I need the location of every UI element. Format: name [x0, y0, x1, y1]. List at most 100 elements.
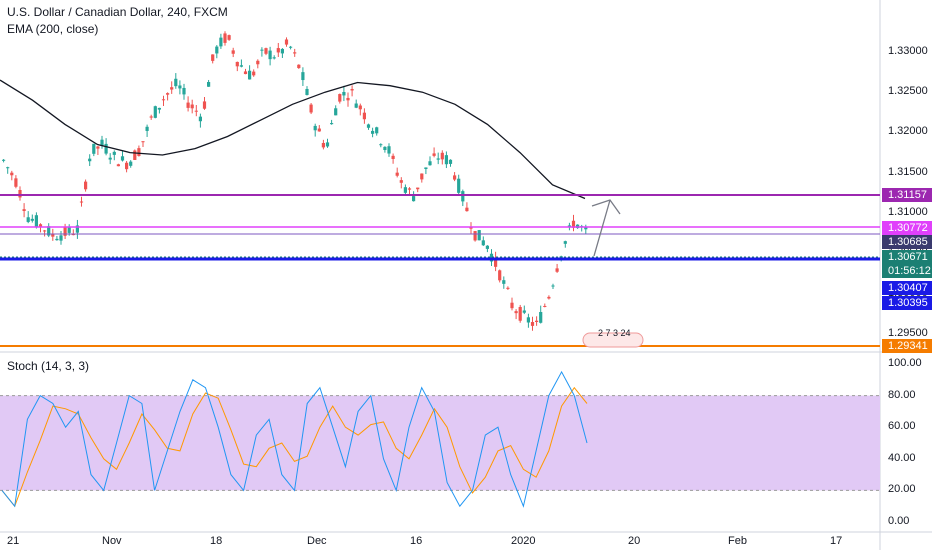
- candle-body: [223, 33, 227, 43]
- candle-body: [264, 48, 268, 54]
- price-tag: 1.30395: [882, 296, 932, 310]
- candle-body: [338, 94, 342, 102]
- candle-body: [334, 108, 338, 116]
- candle-body: [22, 209, 26, 211]
- time-tick-label: Feb: [728, 535, 747, 547]
- candle-body: [514, 311, 518, 314]
- candle-body: [297, 64, 301, 69]
- candle-body: [6, 167, 10, 169]
- candle-body: [227, 35, 231, 40]
- candle-body: [387, 146, 391, 154]
- stoch-tick-label: 40.00: [888, 451, 916, 464]
- candle-body: [198, 116, 202, 122]
- indicator-legend[interactable]: EMA (200, close): [7, 22, 99, 36]
- price-tick-label: 1.29500: [888, 326, 928, 339]
- candle-body: [141, 141, 145, 143]
- candle-body: [75, 225, 79, 233]
- candle-body: [153, 106, 157, 118]
- candle-body: [539, 312, 543, 323]
- candle-body: [403, 187, 407, 193]
- candle-body: [481, 240, 485, 246]
- candle-body: [317, 128, 321, 132]
- candle-body: [129, 161, 133, 166]
- candle-body: [157, 107, 161, 110]
- candle-body: [547, 296, 551, 299]
- stoch-tick-label: 100.00: [888, 357, 922, 369]
- candle-body: [100, 139, 104, 146]
- price-tick-label: 1.32000: [888, 125, 928, 138]
- candle-body: [219, 37, 223, 47]
- candle-body: [407, 188, 412, 190]
- candle-body: [215, 46, 219, 54]
- candle-body: [522, 310, 526, 313]
- stoch-tick-label: 80.00: [888, 388, 916, 401]
- candle-body: [256, 60, 260, 65]
- candle-body: [465, 207, 469, 212]
- candle-body: [207, 82, 211, 87]
- candle-body: [432, 153, 436, 156]
- candle-body: [383, 146, 387, 150]
- candle-body: [231, 50, 235, 54]
- candle-body: [375, 127, 379, 134]
- candle-body: [108, 157, 112, 160]
- candle-body: [391, 155, 395, 159]
- candle-body: [420, 173, 424, 180]
- candle-body: [88, 158, 92, 162]
- candle-body: [440, 152, 444, 160]
- candle-body: [59, 235, 63, 241]
- candle-body: [239, 65, 243, 67]
- candle-body: [116, 164, 120, 167]
- time-tick-label: 20: [628, 535, 641, 547]
- candle-body: [96, 146, 100, 149]
- candle-body: [2, 159, 6, 161]
- time-tick-label: 21: [7, 535, 20, 547]
- candle-body: [14, 178, 18, 187]
- candle-body: [84, 181, 88, 190]
- candle-body: [362, 112, 366, 120]
- candle-body: [243, 71, 248, 75]
- candle-body: [63, 226, 67, 236]
- stoch-k-line: [1, 370, 588, 508]
- candle-body: [358, 105, 362, 110]
- candle-body: [399, 180, 403, 183]
- candle-body: [149, 116, 153, 118]
- stoch-tick-label: 60.00: [888, 420, 916, 433]
- candle-body: [211, 54, 215, 61]
- candle-body: [202, 101, 207, 109]
- candle-body: [301, 72, 305, 81]
- candle-body: [293, 52, 297, 54]
- candle-body: [133, 150, 137, 160]
- candle-body: [309, 104, 313, 113]
- candle-body: [530, 322, 535, 326]
- candle-body: [268, 50, 272, 60]
- candle-body: [186, 102, 190, 108]
- price-tag: 1.30407: [882, 281, 932, 295]
- time-tick-label: Nov: [102, 535, 122, 547]
- symbol-title: U.S. Dollar / Canadian Dollar, 240, FXCM: [7, 5, 228, 19]
- candle-body: [498, 270, 502, 281]
- candle-body: [325, 142, 330, 147]
- candle-body: [416, 187, 420, 190]
- candle-body: [137, 148, 141, 156]
- candle-body: [321, 142, 325, 148]
- candle-body: [38, 224, 43, 228]
- candle-body: [34, 215, 38, 228]
- candle-body: [182, 87, 186, 95]
- stoch-legend[interactable]: Stoch (14, 3, 3): [7, 359, 90, 373]
- event-numbers: 2 7 3 24: [598, 328, 631, 338]
- candle-body: [555, 268, 559, 272]
- candle-body: [436, 158, 440, 160]
- candle-body: [330, 123, 334, 125]
- candle-body: [346, 97, 350, 101]
- candle-body: [18, 189, 22, 198]
- price-tag: 1.29341: [882, 339, 932, 353]
- candle-body: [526, 317, 530, 323]
- candle-body: [30, 218, 34, 221]
- candle-body: [174, 78, 178, 87]
- candle-body: [125, 162, 129, 170]
- candle-body: [47, 226, 51, 236]
- time-tick-label: 18: [210, 535, 223, 547]
- candle-body: [178, 85, 182, 89]
- stoch-tick-label: 0.00: [888, 515, 910, 527]
